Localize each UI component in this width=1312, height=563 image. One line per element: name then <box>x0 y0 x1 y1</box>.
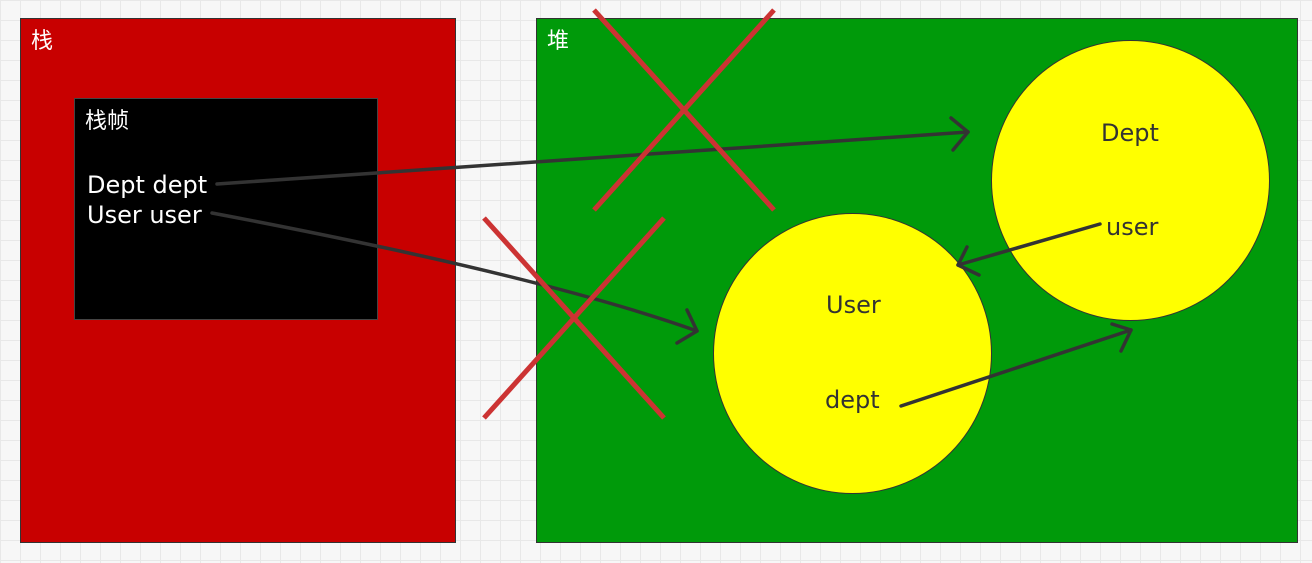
user-object-field-dept: dept <box>825 386 880 414</box>
variable-user: User user <box>87 201 202 229</box>
dept-object-field-user: user <box>1106 213 1159 241</box>
stack-frame: 栈帧 Dept dept User user <box>74 98 378 320</box>
user-object: User dept <box>713 213 992 494</box>
dept-object: Dept user <box>991 40 1270 321</box>
stack-frame-title: 栈帧 <box>85 109 130 134</box>
heap-title: 堆 <box>547 29 570 54</box>
stack-title: 栈 <box>31 29 54 54</box>
dept-object-name: Dept <box>1101 119 1159 147</box>
variable-dept: Dept dept <box>87 171 208 199</box>
user-object-name: User <box>826 291 881 319</box>
